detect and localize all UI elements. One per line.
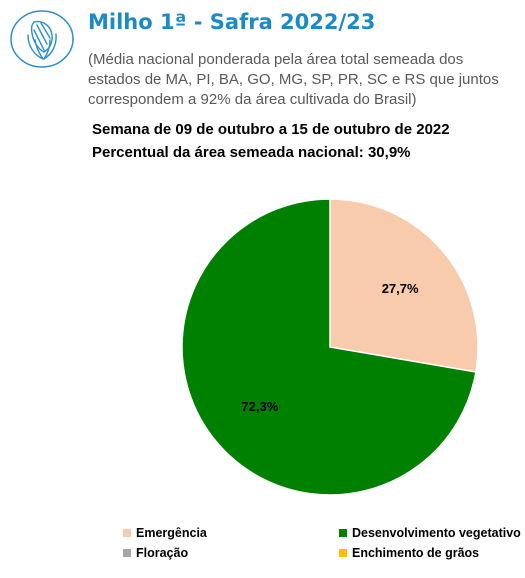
corn-icon bbox=[10, 10, 74, 68]
logo bbox=[8, 8, 76, 70]
pie-slice-2 bbox=[181, 198, 477, 496]
pie-data-label-1: 27,7% bbox=[382, 281, 419, 296]
legend-label: Desenvolvimento vegetativo bbox=[352, 526, 521, 540]
pie-chart: 27,7% 72,3% bbox=[181, 198, 479, 496]
page-title: Milho 1ª - Safra 2022/23 bbox=[88, 10, 376, 34]
legend-label: Emergência bbox=[136, 526, 207, 540]
legend-swatch bbox=[123, 529, 131, 537]
legend-label: Enchimento de grãos bbox=[352, 546, 480, 560]
legend-item-desenvolvimento-vegetativo: Desenvolvimento vegetativo bbox=[339, 526, 521, 540]
sown-area-percent: Percentual da área semeada nacional: 30,… bbox=[92, 144, 411, 161]
legend-swatch bbox=[123, 549, 131, 557]
week-range: Semana de 09 de outubro a 15 de outubro … bbox=[92, 121, 450, 138]
legend-swatch bbox=[339, 549, 347, 557]
page-subtitle: (Média nacional ponderada pela área tota… bbox=[88, 51, 499, 108]
legend-label: Floração bbox=[136, 546, 189, 560]
pie-data-label-2: 72,3% bbox=[241, 399, 278, 414]
legend-item-enchimento-de-graos: Enchimento de grãos bbox=[339, 546, 479, 560]
legend-item-floracao: Floração bbox=[123, 546, 188, 560]
legend-item-emergencia: Emergência bbox=[123, 526, 207, 540]
pie-slice-1 bbox=[329, 198, 479, 373]
legend-swatch bbox=[339, 529, 347, 537]
